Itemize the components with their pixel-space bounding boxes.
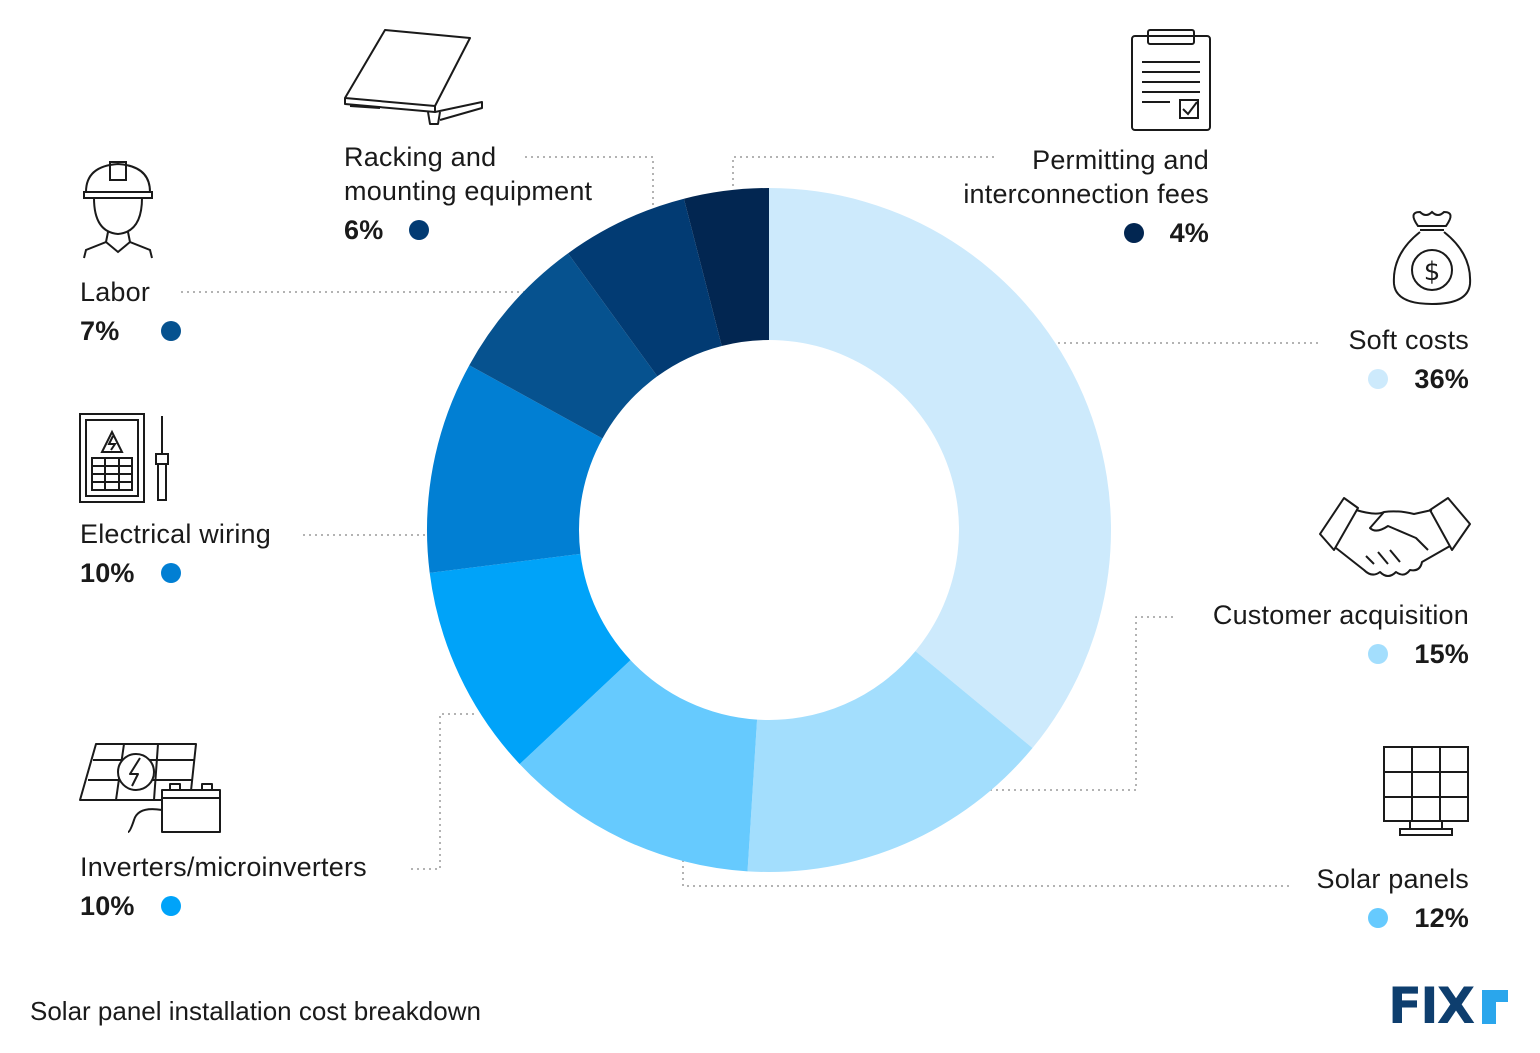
leader-line-inverters [410,713,474,870]
label-electrical-wiring-pct: 10% [80,558,135,588]
svg-text:FIX: FIX [1388,982,1475,1026]
leader-line-customer-acquisition [990,616,1175,791]
label-electrical-wiring: Electrical wiring 10% [80,517,271,590]
leader-line-solar-panels [682,860,1290,887]
donut-slice-inverters-microinverters [429,553,631,765]
electrical-panel-icon [79,413,169,503]
donut-slice-permitting-and-interconnection-fees [683,188,769,346]
inverter-battery-icon [79,743,221,833]
label-inverters: Inverters/microinverters 10% [80,850,367,923]
fixr-logo: FIX [1388,982,1508,1026]
legend-dot-permitting [1123,223,1144,243]
label-soft-costs-name: Soft costs [1348,325,1469,355]
label-solar-panels-name: Solar panels [1316,864,1469,894]
label-permitting-name: Permitting and interconnection fees [963,145,1209,209]
svg-text:$: $ [1424,257,1441,287]
donut-slice-electrical-wiring [427,365,603,573]
label-solar-panels-pct: 12% [1414,903,1469,933]
label-solar-panels: Solar panels 12% [1317,862,1470,935]
label-labor-name: Labor [80,277,151,307]
label-inverters-pct: 10% [80,891,135,921]
label-soft-costs: Soft costs 36% [1348,323,1469,396]
label-permitting-pct: 4% [1169,218,1209,248]
donut-slice-solar-panels [519,660,758,872]
label-customer-acquisition-pct: 15% [1414,639,1469,669]
label-racking-pct: 6% [344,215,384,245]
worker-hardhat-icon [83,161,153,259]
legend-dot-solar-panels [1368,908,1389,928]
label-racking: Racking and mounting equipment 6% [344,140,592,247]
leader-lines [178,156,1320,887]
money-bag-icon: $ [1392,210,1472,306]
legend-dot-labor [161,321,182,341]
label-permitting: Permitting and interconnection fees 4% [963,143,1209,250]
donut-slice-customer-acquisition [747,651,1033,872]
mounted-panel-icon [344,29,483,125]
clipboard-checklist-icon [1131,29,1211,131]
legend-dot-racking [409,220,430,240]
leader-line-permitting [732,156,997,192]
donut-slice-soft-costs [769,188,1112,748]
label-electrical-wiring-name: Electrical wiring [80,519,271,549]
solar-panel-icon [1383,746,1469,836]
label-customer-acquisition-name: Customer acquisition [1212,600,1469,630]
legend-dot-customer-acquisition [1368,644,1389,664]
donut-slice-racking-and-mounting-equipment [567,198,722,377]
label-customer-acquisition: Customer acquisition 15% [1213,598,1469,671]
donut-slice-labor [469,253,658,439]
legend-dot-inverters [160,896,181,916]
label-soft-costs-pct: 36% [1414,364,1469,394]
label-labor-pct: 7% [80,316,120,346]
handshake-icon [1319,497,1471,577]
legend-dot-electrical-wiring [160,563,181,583]
label-racking-name: Racking and mounting equipment [344,142,593,206]
legend-dot-soft-costs [1368,369,1389,389]
chart-caption: Solar panel installation cost breakdown [30,996,481,1026]
label-inverters-name: Inverters/microinverters [80,852,367,882]
label-labor: Labor 7% [80,275,182,348]
leader-line-racking [525,156,654,205]
